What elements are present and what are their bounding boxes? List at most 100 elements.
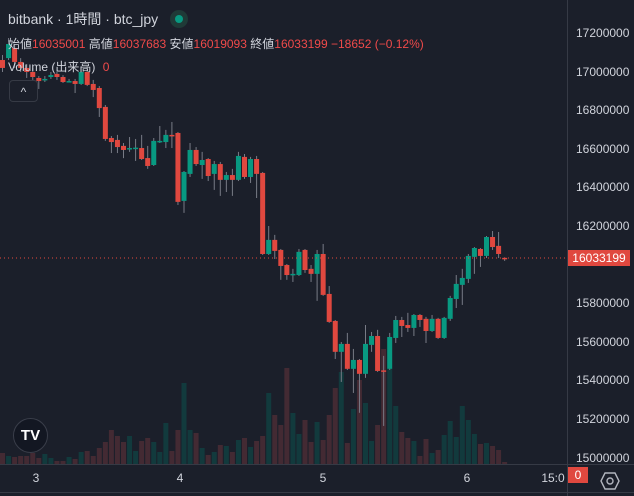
volume-bar	[151, 442, 157, 464]
volume-bar	[490, 446, 496, 464]
open-value: 16035001	[32, 37, 86, 51]
volume-bar	[477, 444, 483, 464]
price-tick-label: 15800000	[576, 296, 630, 311]
volume-bar	[338, 372, 344, 464]
symbol-title[interactable]: bitbank · 1時間 · btc_jpy	[8, 11, 159, 27]
volume-bar	[290, 413, 296, 464]
volume-bar	[393, 406, 399, 464]
candle-up	[465, 255, 471, 279]
candle-down	[139, 148, 145, 160]
volume-bar	[441, 435, 447, 464]
candle-down	[96, 88, 102, 109]
volume-bar	[375, 425, 381, 464]
volume-bar	[78, 452, 84, 464]
current-price-label: 16033199	[568, 250, 630, 266]
candle-up	[363, 343, 368, 374]
candle-down	[356, 359, 362, 374]
candle-up	[429, 318, 435, 331]
volume-bar	[229, 452, 235, 464]
volume-bar	[429, 453, 435, 464]
time-label: 3	[32, 471, 40, 485]
volume-bar	[242, 438, 247, 464]
candle-down	[102, 106, 108, 139]
volume-bar	[344, 443, 350, 464]
volume-bar	[163, 423, 169, 464]
candle-up	[133, 147, 139, 150]
volume-bar	[484, 443, 489, 464]
volume-bar	[175, 430, 181, 464]
candle-up	[248, 159, 254, 177]
volume-bar	[496, 450, 502, 464]
high-label: 高値	[88, 37, 113, 51]
price-tick-label: 16800000	[576, 103, 630, 118]
candle-up	[459, 277, 465, 285]
volume-bar	[411, 441, 417, 464]
volume-bar	[48, 458, 54, 464]
candle-down	[54, 73, 60, 78]
price-tick-label: 16400000	[576, 180, 630, 195]
volume-bar	[223, 446, 229, 464]
candle-up	[453, 283, 459, 299]
candle-down	[60, 77, 66, 83]
ohlc-legend: 始値16035001 高値16037683 安値16019093 終値16033…	[8, 35, 424, 52]
candle-down	[229, 175, 235, 180]
candle-down	[18, 61, 24, 68]
candle-down	[169, 134, 175, 137]
candle-up	[338, 343, 344, 352]
candles	[0, 38, 508, 426]
volume-bar	[248, 447, 254, 464]
candle-up	[151, 140, 157, 166]
volume-bar	[417, 456, 423, 464]
volume-bar	[72, 459, 78, 464]
volume-bar	[24, 456, 30, 464]
collapse-legend-button[interactable]: ^	[9, 80, 38, 102]
candle-down	[344, 343, 350, 369]
settings-icon[interactable]	[600, 471, 620, 491]
candle-up	[235, 155, 241, 180]
volume-bar	[133, 451, 139, 464]
candle-down	[375, 336, 381, 371]
low-label: 安値	[169, 37, 194, 51]
candle-down	[121, 145, 126, 150]
tradingview-logo[interactable]: TV	[13, 418, 48, 453]
volume-bar	[199, 448, 205, 464]
volume-bars	[0, 349, 508, 464]
candle-up	[181, 171, 187, 201]
candle-down	[217, 164, 223, 180]
candle-up	[350, 359, 356, 369]
candle-up	[314, 253, 320, 274]
candle-down	[477, 248, 483, 256]
volume-bar	[502, 462, 508, 464]
candle-down	[114, 139, 120, 148]
candle-down	[205, 159, 211, 177]
candle-up	[369, 336, 375, 345]
volume-bar	[127, 436, 133, 464]
volume-bar	[320, 440, 326, 464]
volume-bar	[181, 383, 187, 464]
volume-bar	[211, 452, 217, 464]
volume-bar	[12, 457, 18, 464]
volume-bar	[54, 461, 60, 464]
volume-legend[interactable]: Volume (出来高) 0	[8, 58, 109, 75]
volume-bar	[387, 369, 393, 464]
candle-up	[42, 78, 48, 81]
volume-bar	[405, 438, 411, 464]
current-volume-label: 0	[568, 467, 588, 483]
volume-bar	[121, 442, 126, 464]
candle-up	[211, 164, 217, 174]
candle-up	[127, 148, 133, 150]
volume-bar	[187, 430, 193, 464]
candle-down	[308, 268, 314, 274]
candle-down	[496, 245, 502, 254]
price-tick-label: 15600000	[576, 334, 630, 349]
candle-up	[441, 317, 447, 338]
candle-up	[393, 319, 399, 338]
candle-up	[187, 149, 193, 174]
candle-down	[332, 320, 338, 352]
volume-value: 0	[102, 60, 110, 74]
volume-bar	[332, 388, 338, 464]
price-tick-label: 15200000	[576, 412, 630, 426]
price-tick-label: 16200000	[576, 219, 630, 233]
volume-bar	[139, 441, 145, 464]
